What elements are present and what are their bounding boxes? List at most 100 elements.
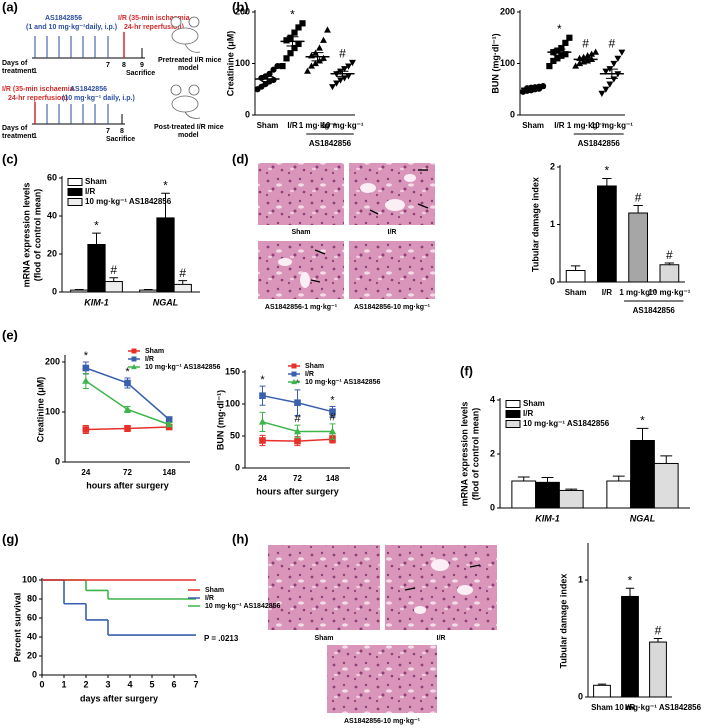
model: Post-treated I/R mice xyxy=(154,124,224,131)
x-axis-label: hours after surgery xyxy=(256,486,339,496)
data-point xyxy=(602,86,610,93)
drug: AS1842856 xyxy=(45,15,82,22)
error-bar xyxy=(664,262,675,265)
legend-swatch xyxy=(67,188,83,196)
sacrifice: Sacrifice xyxy=(106,136,135,143)
significance: # xyxy=(655,624,662,638)
data-point xyxy=(345,63,352,70)
data-point xyxy=(291,44,298,52)
x-tick-label: 72 xyxy=(293,474,302,483)
micrograph xyxy=(258,163,344,225)
error-bar xyxy=(161,192,170,218)
y-tick-label: 50 xyxy=(230,430,240,440)
legend-label: Sham xyxy=(145,348,164,355)
data-point xyxy=(299,20,306,27)
y-tick-label: 1 xyxy=(578,574,583,584)
lesion xyxy=(278,174,416,288)
x-tick-label: 10 mg·kg⁻¹ xyxy=(648,288,690,297)
sacrifice: Sacrifice xyxy=(126,70,155,77)
significance: * xyxy=(640,414,645,428)
error-bar xyxy=(92,232,101,245)
legend-swatch xyxy=(505,420,521,428)
error-bar xyxy=(143,289,153,291)
bar xyxy=(630,440,655,509)
legend-label: I/R xyxy=(523,409,533,418)
sem-bar xyxy=(311,52,324,62)
bar xyxy=(104,281,123,293)
significance: # xyxy=(666,248,673,262)
micrograph xyxy=(385,545,497,630)
day-label: 9 xyxy=(140,62,144,69)
ir: I/R (35-min ischaemia xyxy=(118,15,190,22)
micrograph-label: Sham xyxy=(291,229,310,236)
day-label: 8 xyxy=(120,128,124,135)
legend-label: 10 mg·kg⁻¹ AS1842856 xyxy=(205,603,281,610)
sem-bar xyxy=(527,86,540,90)
x-tick-label: I/R xyxy=(602,288,612,297)
reperfusion: 24-hr reperfusion) xyxy=(8,95,68,102)
day-label: 1 xyxy=(33,68,37,75)
y-tick-label: 40 xyxy=(47,210,57,220)
scheme-posttreated: I/R (35-min ischaemia 24-hr reperfusion)… xyxy=(2,84,224,143)
arrow xyxy=(310,169,429,283)
histology-d: Sham I/R AS1842856-1 mg·kg⁻¹ AS1842856-1… xyxy=(258,163,435,311)
reperfusion: 24-hr reperfusion) xyxy=(124,24,184,31)
bar xyxy=(156,217,175,293)
data-point xyxy=(618,49,626,56)
data-point xyxy=(124,425,131,432)
data-point xyxy=(328,427,337,435)
y-tick-label: 0 xyxy=(245,109,250,119)
data-point xyxy=(82,364,90,372)
scheme-pretreated: AS1842856 (1 and 10 mg·kg⁻¹daily, i.p.) … xyxy=(2,15,222,77)
data-point xyxy=(333,80,340,87)
error-bar xyxy=(660,455,673,464)
micrograph-label: AS1842856-10 mg·kg⁻¹ xyxy=(354,304,431,311)
legend-label: Sham xyxy=(205,587,224,594)
data-point xyxy=(294,437,301,445)
y-tick-label: 100 xyxy=(235,58,250,68)
x-tick-label: 0 xyxy=(39,679,44,689)
significance: # xyxy=(179,266,186,280)
y-tick-label: 100 xyxy=(22,574,37,584)
sem-bar xyxy=(286,36,299,47)
legend-label: I/R xyxy=(85,187,95,196)
significance: # xyxy=(582,36,589,50)
data-point xyxy=(304,67,311,74)
ir: I/R (35-min ischaemia xyxy=(2,86,74,93)
micrograph xyxy=(349,241,435,299)
bar xyxy=(70,289,89,293)
x-tick-label: 3 xyxy=(105,679,110,689)
x-tick-label: 1 xyxy=(61,679,66,689)
y-tick-label: 0 xyxy=(490,502,495,512)
error-bar xyxy=(570,265,581,271)
significance: * xyxy=(557,22,562,36)
bar xyxy=(87,244,106,293)
day-label: 1 xyxy=(33,133,37,140)
x-tick-label: 10 mg·kg⁻¹ xyxy=(591,121,633,130)
group-label: AS1842856 xyxy=(633,306,676,315)
drug: AS1842856 xyxy=(70,86,107,93)
bar xyxy=(653,462,679,509)
data-point xyxy=(329,84,336,91)
bar xyxy=(565,270,586,283)
bar xyxy=(511,480,537,509)
model: model xyxy=(178,132,199,139)
panel-label: (a) xyxy=(2,0,18,14)
data-point xyxy=(349,59,356,67)
y-tick-label: 1 xyxy=(550,219,555,229)
panel-label: (d) xyxy=(232,151,249,166)
error-bar xyxy=(109,277,119,282)
y-tick-label: 0 xyxy=(510,109,515,119)
legend-marker xyxy=(291,371,297,377)
panel-label: (e) xyxy=(2,327,18,342)
y-tick-label: 40 xyxy=(27,631,37,641)
panel-label: (c) xyxy=(2,151,18,166)
y-axis-label: mRNA expression levels xyxy=(21,183,31,288)
bar xyxy=(659,264,680,283)
legend-label: Sham xyxy=(523,399,545,408)
x-tick-label: Sham xyxy=(522,121,544,130)
x-tick-label: KIM-1 xyxy=(84,297,109,307)
y-tick-label: 0 xyxy=(550,276,555,286)
legend-marker xyxy=(131,348,137,354)
